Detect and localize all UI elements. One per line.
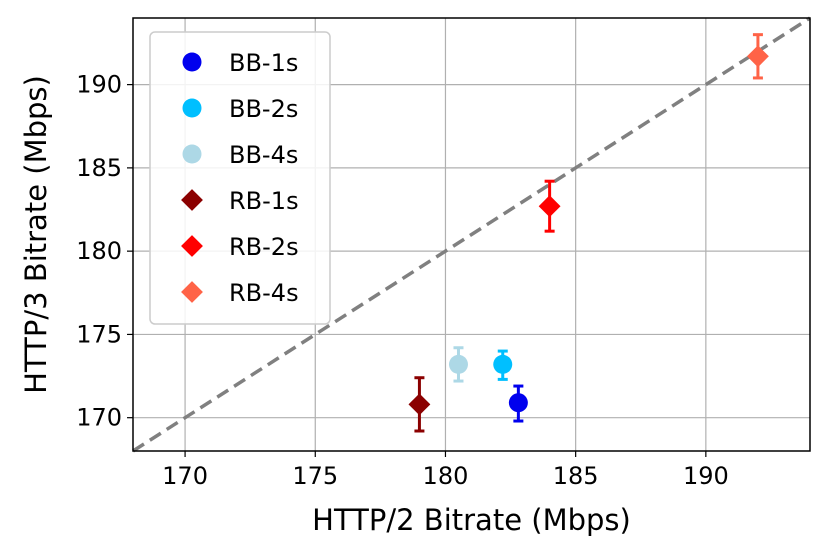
legend-marker (181, 189, 203, 211)
x-tick-label: 175 (292, 462, 338, 490)
legend-label: RB-2s (229, 233, 299, 261)
y-axis-label: HTTP/3 Bitrate (Mbps) (19, 75, 53, 394)
y-tick-label: 180 (76, 237, 122, 265)
legend-marker (181, 281, 203, 303)
legend-marker (182, 98, 202, 118)
data-point-bb-1s (508, 393, 528, 413)
x-tick-label: 190 (683, 462, 729, 490)
legend-label: RB-1s (229, 187, 299, 215)
x-axis-label: HTTP/2 Bitrate (Mbps) (312, 503, 631, 537)
data-point-rb-1s (408, 393, 431, 416)
legend-label: BB-4s (229, 141, 298, 169)
reference-line (132, 16, 811, 453)
legend-marker (182, 52, 202, 72)
legend-label: RB-4s (229, 279, 299, 307)
x-axis-ticks: 170 175 180 185 190 (162, 451, 729, 490)
y-axis-ticks: 170 175 180 185 190 (76, 71, 133, 432)
data-point-rb-2s (538, 195, 561, 218)
plot-frame (132, 17, 811, 452)
legend-label: BB-1s (229, 49, 298, 77)
legend-marker (181, 235, 203, 257)
y-tick-label: 185 (76, 154, 122, 182)
legend: BB-1s BB-2s BB-4s RB-1s RB-2s RB-4s (149, 31, 331, 325)
y-tick-label: 190 (76, 71, 122, 99)
y-tick-label: 175 (76, 320, 122, 348)
data-point-bb-4s (448, 354, 468, 374)
reference-line-group (132, 16, 811, 453)
x-tick-label: 170 (162, 462, 208, 490)
x-tick-label: 185 (553, 462, 599, 490)
legend-marker (182, 144, 202, 164)
x-tick-label: 180 (423, 462, 469, 490)
data-point-rb-4s (746, 45, 769, 68)
y-tick-label: 170 (76, 404, 122, 432)
data-points (408, 33, 769, 433)
data-point-bb-2s (493, 354, 513, 374)
legend-label: BB-2s (229, 95, 298, 123)
